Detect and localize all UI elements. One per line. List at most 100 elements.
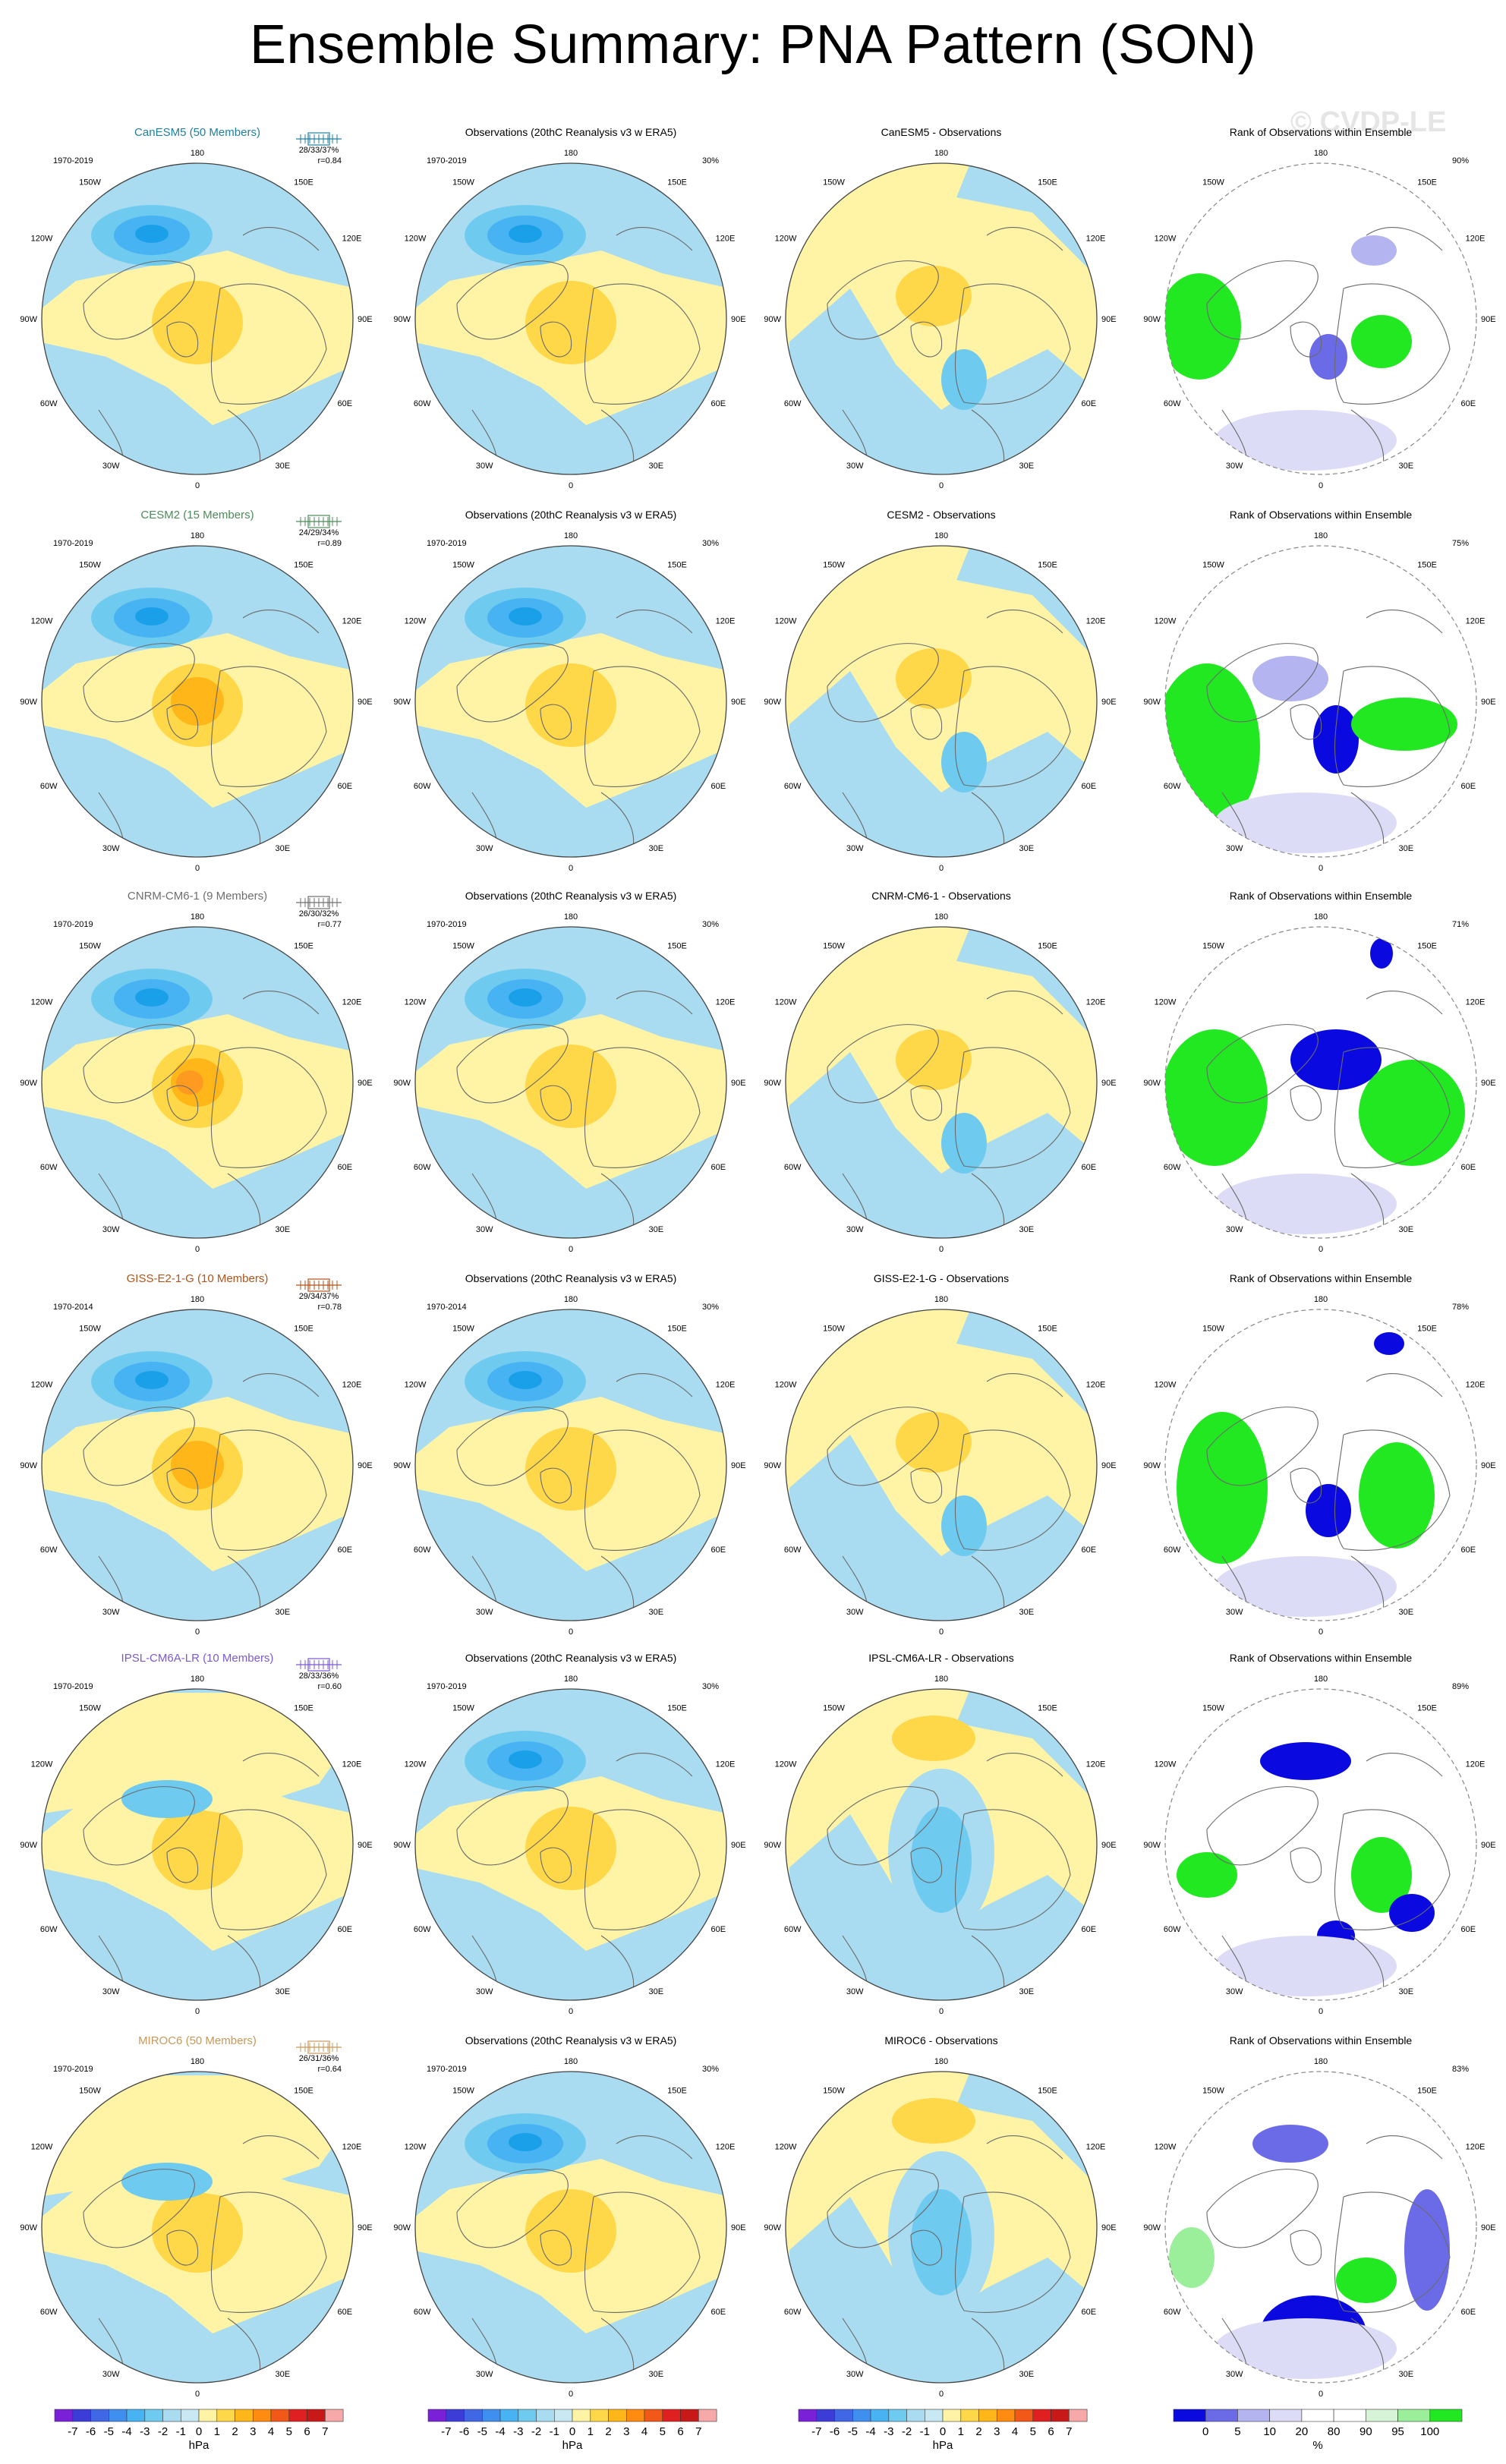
model-title: MIROC6 (50 Members) [138,2034,257,2047]
lon-label: 150W [823,1325,845,1334]
coastline [210,666,327,787]
colorbar-swatch [288,2409,307,2422]
negative-core [135,988,169,1007]
lon-label: 60E [338,1163,353,1172]
lon-label: 90W [20,1079,37,1088]
colorbar-swatch [1397,2409,1431,2422]
coastline [210,1047,327,1168]
lon-label: 180 [564,912,578,922]
map-boundary [1164,162,1477,475]
negative-region [42,1867,353,2000]
map-field [42,2072,353,2383]
lon-label: 30E [276,844,291,853]
negative-region [415,724,726,857]
colorbar-tick-label: -5 [848,2425,858,2438]
lon-label: 120W [31,1760,53,1769]
colorbar-unit-label: % [1312,2439,1322,2452]
lon-label: 60E [1082,1546,1097,1555]
negative-region [911,2189,972,2295]
period-label: 1970-2019 [53,920,93,929]
colorbar-tick-label: -2 [902,2425,912,2438]
lon-label: 30W [1226,1225,1243,1234]
colorbar-tick-label: -3 [884,2425,893,2438]
coastline [954,283,1071,405]
coastline [986,610,1063,634]
lon-label: 150E [294,2087,313,2096]
correlation-label: r=0.89 [318,539,342,548]
rank-map-panel: 180 150W 150E 120W 120E 90W 90E 60W 60E 30W 30E 0 Ra… [1143,126,1495,490]
lon-label: 60E [1461,1925,1476,1934]
lon-label: 120E [1466,1381,1486,1390]
rank-patch [1351,315,1412,368]
lon-label: 150E [667,1704,687,1713]
map-boundary [1164,2071,1477,2384]
lon-label: 150W [452,1704,474,1713]
coastline [910,1085,943,1121]
lon-label: 0 [569,864,573,873]
lon-label: 120E [1466,2143,1486,2152]
colorbar-swatch [144,2409,163,2422]
coastline [1334,1429,1451,1551]
negative-core [121,2163,213,2201]
lon-label: 0 [1319,2007,1323,2016]
lon-label: 120W [1155,617,1177,626]
colorbar-tick-label: -4 [121,2425,131,2438]
lon-label: 150W [1202,178,1224,187]
coastline [540,1847,572,1883]
colorbar-swatch [536,2409,555,2422]
lon-label: 0 [939,481,944,490]
lon-label: 150E [1417,2087,1437,2096]
lon-label: 0 [195,2390,200,2399]
lon-label: 90E [1481,1841,1496,1850]
lon-label: 90E [1481,1461,1496,1470]
rank-percent-label: 75% [1452,539,1469,548]
obs-variance-label: 30% [702,1303,719,1312]
negative-core [135,225,169,243]
map-field [1165,546,1476,857]
stats-box [307,1278,330,1292]
lon-label: 0 [195,1245,200,1254]
map-field [415,2072,726,2383]
lon-label: 30W [1226,462,1243,471]
lon-label: 30W [102,844,120,853]
lon-label: 60E [711,399,726,408]
colorbar-rank: 0 5 10 20 80 90 95 100% [1173,2409,1463,2452]
map-boundary [41,545,354,858]
lon-label: 180 [934,531,948,540]
model-title: CanESM5 (50 Members) [134,126,260,139]
coastline [210,1429,327,1551]
coastline [540,1085,572,1121]
stats-box [307,1658,330,1672]
lon-label: 180 [934,1675,948,1684]
diff-title: CNRM-CM6-1 - Observations [871,890,1011,902]
positive-core [525,1807,616,1890]
lon-label: 60E [1082,1925,1097,1934]
lon-label: 60W [1164,2308,1181,2317]
positive-core [171,1441,224,1489]
positive-region [892,1716,975,1761]
rank-title: Rank of Observations within Ensemble [1230,509,1413,521]
colorbar-tick-label: -1 [920,2425,930,2438]
colorbar-swatch [942,2409,962,2422]
lon-label: 60W [784,1163,802,1172]
lon-label: 60E [1461,399,1476,408]
colorbar-swatch [1269,2409,1303,2422]
obs-title: Observations (20thC Reanalysis v3 w ERA5… [465,509,677,521]
rank-percent-label: 89% [1452,1682,1469,1691]
lon-label: 120E [342,235,362,244]
lon-label: 120E [1466,235,1486,244]
colorbar-tick-label: 3 [250,2425,256,2438]
lon-label: 90E [1481,1079,1496,1088]
colorbar-swatch [1173,2409,1206,2422]
lon-label: 120W [405,1381,427,1390]
lon-label: 150E [294,561,313,570]
lon-label: 150W [823,178,845,187]
negative-region [789,671,1093,857]
lon-label: 60W [1164,782,1181,791]
lon-label: 30E [1399,462,1414,471]
coastline [1366,227,1443,251]
map-boundary [414,1309,727,1621]
model-map-panel: 180 150W 150E 120W 120E 90W 90E 60W 60E 30W 30E 0 GI… [20,1272,372,1637]
colorbar-swatch [960,2409,979,2422]
lon-label: 60E [1461,1163,1476,1172]
